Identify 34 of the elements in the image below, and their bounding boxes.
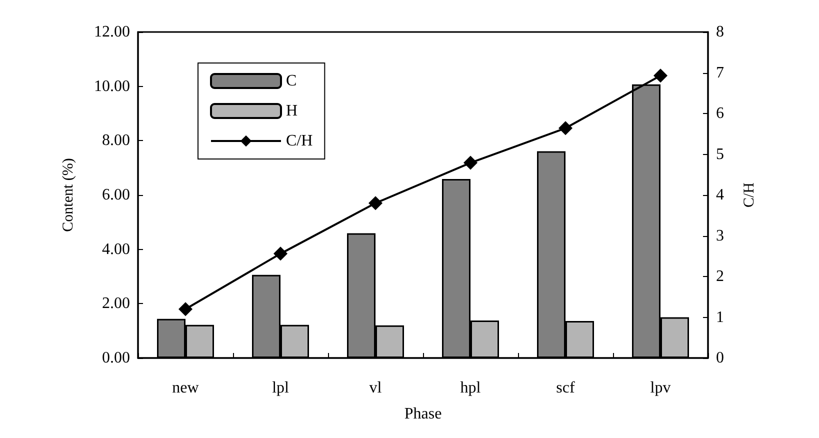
x-axis-title: Phase bbox=[404, 406, 442, 422]
y2-axis-title: C/H bbox=[742, 182, 758, 208]
legend-label: C bbox=[286, 72, 297, 90]
x-tick-label: hpl bbox=[460, 380, 482, 396]
y-tick-label: 0.00 bbox=[102, 350, 130, 366]
point bbox=[558, 121, 572, 136]
x-tick-label: new bbox=[172, 380, 200, 396]
y2-tick-label: 0 bbox=[716, 350, 724, 366]
x-tick-label: vl bbox=[369, 380, 382, 396]
y-axis-title: Content (%) bbox=[60, 158, 76, 232]
point bbox=[368, 196, 382, 210]
y2-tick-label: 8 bbox=[716, 24, 724, 40]
y-tick-label: 6.00 bbox=[102, 186, 130, 204]
legend-label: C/H bbox=[286, 132, 314, 150]
x-tick-label: lpl bbox=[272, 380, 290, 396]
y2-tick-label: 2 bbox=[716, 268, 724, 285]
y2-tick-label: 5 bbox=[716, 146, 724, 163]
y-tick-label: 12.00 bbox=[94, 24, 130, 40]
legend-label: H bbox=[286, 102, 298, 120]
point bbox=[464, 156, 478, 170]
point bbox=[654, 68, 668, 83]
y2-tick-label: 6 bbox=[716, 105, 724, 122]
y-tick-label: 10.00 bbox=[94, 78, 130, 95]
point bbox=[178, 302, 192, 316]
y2-tick-label: 7 bbox=[716, 64, 724, 82]
y-tick-label: 8.00 bbox=[102, 132, 130, 150]
y-tick-label: 4.00 bbox=[102, 240, 130, 258]
y-tick-label: 2.00 bbox=[102, 295, 130, 312]
y2-tick-label: 4 bbox=[716, 186, 724, 204]
x-tick-label: scf bbox=[556, 380, 576, 396]
x-tick-label: lpv bbox=[650, 380, 671, 396]
y2-tick-label: 1 bbox=[716, 308, 724, 326]
y2-tick-label: 3 bbox=[716, 227, 724, 244]
point bbox=[274, 246, 288, 261]
